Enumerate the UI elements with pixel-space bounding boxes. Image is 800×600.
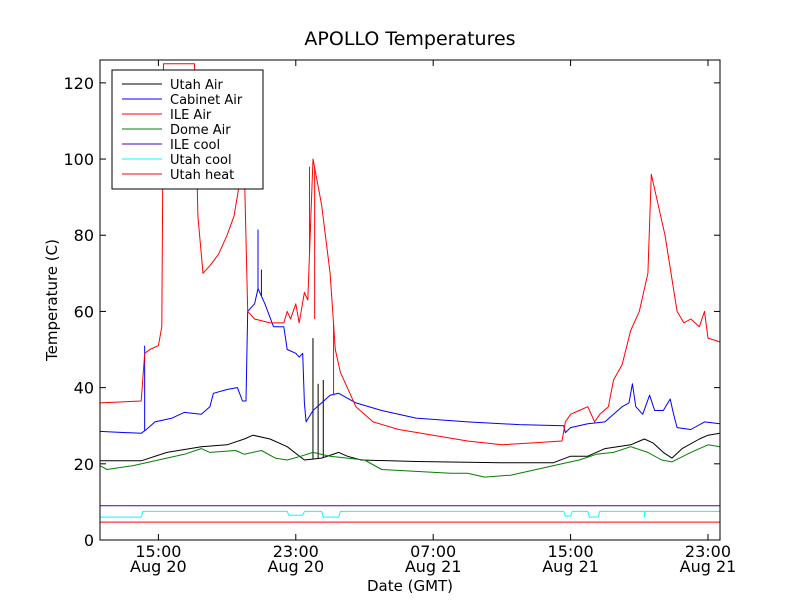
legend-label-ile-cool: ILE cool [170, 138, 220, 153]
x-tick-label-time-1: 23:00 [273, 542, 319, 561]
x-tick-label-time-3: 15:00 [548, 542, 594, 561]
legend-label-cabinet-air: Cabinet Air [170, 93, 243, 108]
x-tick-label-date-0: Aug 20 [130, 557, 187, 576]
x-tick-label-date-2: Aug 21 [405, 557, 462, 576]
plot-frame [99, 59, 721, 541]
x-tick-label-time-0: 15:00 [135, 542, 181, 561]
x-axis-label: Date (GMT) [367, 577, 453, 595]
y-tick-label-80: 80 [74, 226, 94, 245]
y-tick-label-60: 60 [74, 302, 94, 321]
series-line-ile-air [100, 63, 720, 446]
legend-label-utah-cool: Utah cool [170, 153, 232, 168]
legend-label-dome-air: Dome Air [170, 123, 231, 138]
legend-label-utah-air: Utah Air [170, 78, 223, 93]
series-line-utah-cool [100, 510, 720, 518]
x-tick-label-date-4: Aug 21 [680, 557, 737, 576]
chart-title: APOLLO Temperatures [304, 28, 515, 50]
x-tick-label-date-1: Aug 20 [267, 557, 324, 576]
x-tick-label-date-3: Aug 21 [542, 557, 599, 576]
y-tick-label-20: 20 [74, 455, 94, 474]
series-line-cabinet-air [100, 288, 720, 434]
y-tick-label-0: 0 [84, 531, 94, 550]
series-line-dome-air [100, 444, 720, 478]
y-tick-label-120: 120 [63, 74, 94, 93]
series-group [100, 63, 720, 523]
x-tick-label-time-4: 23:00 [685, 542, 731, 561]
y-tick-label-40: 40 [74, 379, 94, 398]
y-tick-label-100: 100 [63, 150, 94, 169]
legend-label-utah-heat: Utah heat [170, 168, 234, 183]
y-axis-label: Temperature (C) [43, 239, 61, 362]
series-line-utah-air [100, 432, 720, 464]
x-tick-label-time-2: 07:00 [410, 542, 456, 561]
legend-label-ile-air: ILE Air [170, 108, 212, 123]
